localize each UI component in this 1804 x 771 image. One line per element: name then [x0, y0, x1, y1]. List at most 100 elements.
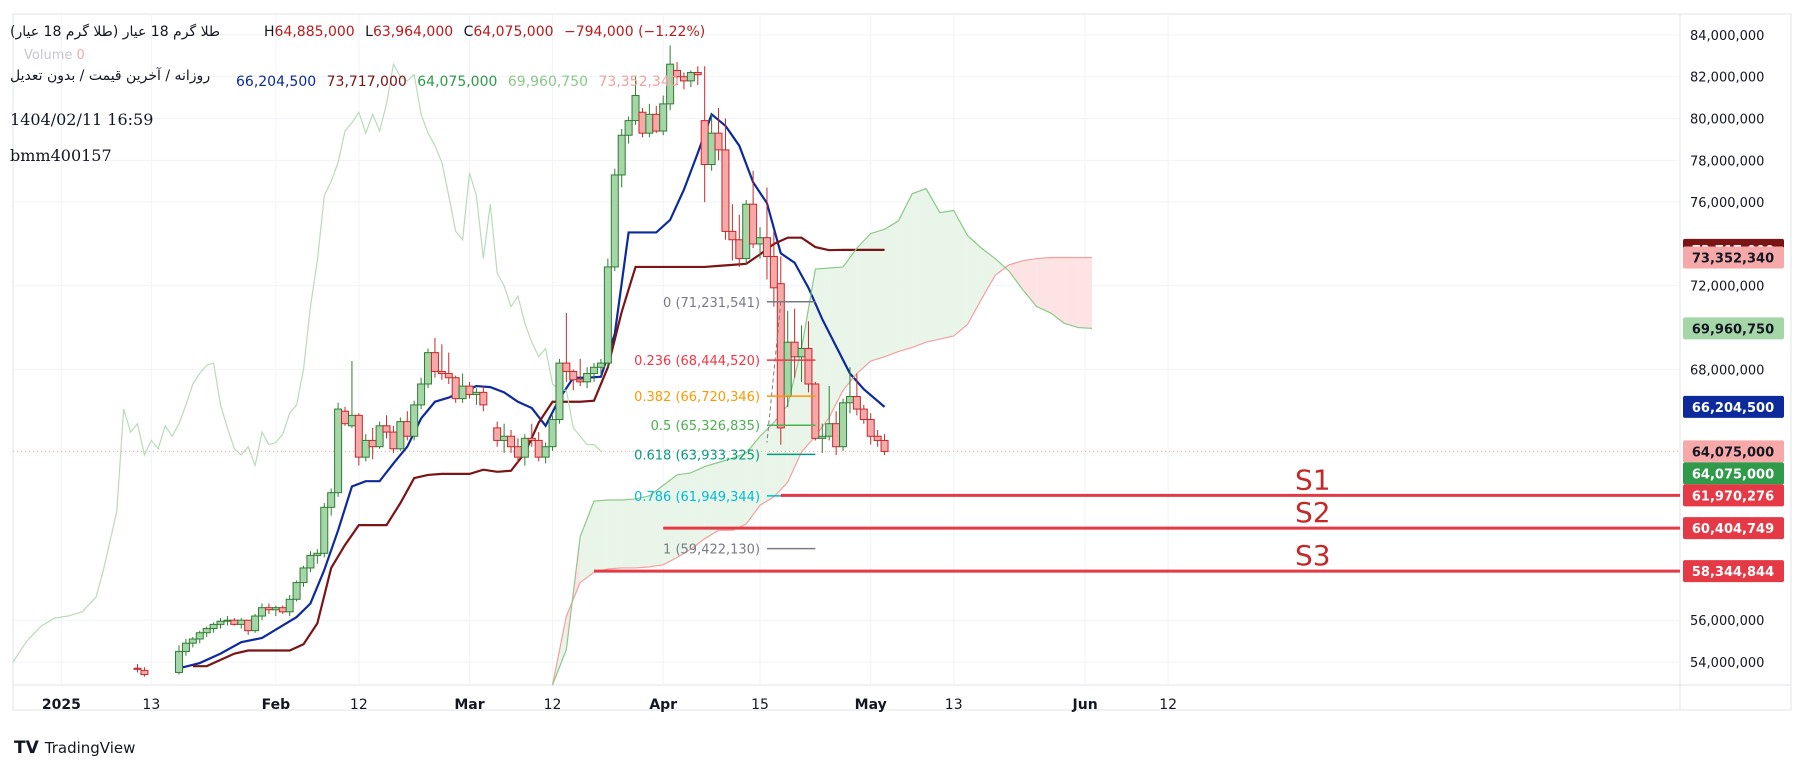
candle-body [368, 439, 377, 448]
ichimoku-cloud-segment [1036, 257, 1051, 313]
candle-body [278, 607, 287, 613]
candle-body [230, 619, 239, 625]
candle [562, 312, 571, 382]
price-axis-label-bg [1683, 395, 1784, 418]
ichimoku-cloud-segment [1022, 258, 1037, 307]
fib-level-label: 1 (59,422,130) [663, 543, 760, 558]
candle-body [832, 423, 841, 448]
candle-body [721, 149, 730, 232]
candle-body [811, 383, 820, 439]
candle [714, 108, 723, 161]
candle [776, 256, 785, 445]
candle [251, 613, 260, 633]
candle-body [458, 385, 467, 400]
tradingview-logo-text[interactable]: TradingView [44, 739, 136, 757]
ichimoku-cloud-segment [718, 458, 733, 531]
candle [507, 429, 516, 453]
close-value: 64,075,000 [473, 24, 554, 40]
price-axis-label: 64,075,000 [1683, 440, 1784, 463]
candle [327, 488, 336, 516]
candle [673, 62, 682, 86]
fib-level-label: 0 (71,231,541) [663, 296, 760, 311]
candle-body [500, 435, 509, 441]
candle-body [133, 667, 142, 670]
candle-body [555, 362, 564, 421]
volume-label: Volume [24, 48, 73, 63]
tradingview-logo-icon[interactable]: TV [14, 738, 39, 758]
support-name-s2: S2 [1295, 496, 1331, 529]
candle-body [223, 619, 232, 622]
symbol-title[interactable]: طلا گرم 18 عیار (طلا گرم 18 عیار) [10, 24, 221, 40]
ichimoku-cloud-segment [967, 235, 982, 325]
candle [569, 369, 578, 391]
candle-body [216, 620, 225, 625]
y-tick-label: 84,000,000 [1690, 29, 1764, 44]
candle-body [327, 492, 336, 508]
candle-body [825, 423, 834, 437]
x-tick-label: Jun [1072, 697, 1098, 713]
candle-body [859, 408, 868, 421]
x-tick-label: 15 [751, 697, 769, 713]
candle-body [845, 396, 854, 404]
candle [354, 413, 363, 466]
candle-body [562, 362, 571, 372]
datetime-stamp: 1404/02/11 16:59 [10, 110, 154, 129]
price-axis-label-bg [1683, 246, 1784, 269]
price-axis-label-bg [1683, 484, 1784, 507]
candle-body [361, 439, 370, 458]
low-value: 63,964,000 [372, 24, 454, 40]
high-value: 64,885,000 [274, 24, 355, 40]
ichimoku-cloud-segment [649, 485, 664, 567]
price-axis-label-bg [1683, 440, 1784, 463]
candle [417, 377, 426, 410]
candle-body [258, 607, 267, 617]
fib-trend-line [766, 301, 782, 443]
y-tick-label: 78,000,000 [1690, 154, 1764, 169]
candle [839, 398, 848, 451]
candle [749, 170, 758, 249]
indicator-values: 66,204,500 73,717,000 64,075,000 69,960,… [236, 74, 679, 90]
ichimoku-cloud-segment [621, 498, 636, 568]
price-axis-label-bg [1683, 517, 1784, 540]
candle-body [479, 391, 488, 406]
indicator-value-span-a: 73,352,340 [598, 74, 679, 90]
candle-body [679, 76, 688, 82]
candle-body [839, 402, 848, 448]
ichimoku-cloud-segment [981, 248, 996, 300]
candle-body [797, 347, 806, 358]
price-axis-label-text: 66,204,500 [1692, 401, 1774, 416]
candle [686, 70, 695, 88]
price-axis-label-text: 61,970,276 [1692, 489, 1774, 504]
close-key: C [463, 24, 474, 40]
ichimoku-cloud-segment [856, 233, 871, 374]
price-axis-label-text: 69,960,750 [1692, 322, 1774, 337]
candle-body [638, 111, 647, 134]
candle [202, 626, 211, 637]
candle [299, 565, 308, 587]
candle-body [666, 63, 675, 105]
indicator-value-tenkan: 66,204,500 [236, 74, 317, 90]
candle [181, 639, 190, 656]
candle-body [472, 391, 481, 395]
candle-body [403, 421, 412, 437]
candle [216, 618, 225, 629]
ichimoku-cloud-segment [663, 474, 678, 565]
candle-body [756, 237, 765, 245]
ichimoku-cloud-segment [995, 258, 1010, 276]
candle [175, 645, 184, 675]
ichimoku-cloud-segment [1009, 260, 1023, 290]
fib-level-label: 0.382 (66,720,346) [634, 390, 760, 405]
price-axis-label: 66,204,500 [1683, 395, 1784, 418]
candle-body [742, 203, 751, 260]
candle [548, 415, 557, 451]
candle [769, 231, 778, 307]
ichimoku-cloud-segment [607, 500, 622, 569]
candle-body [244, 619, 253, 632]
candle [382, 415, 391, 439]
ichimoku-cloud-segment [939, 210, 954, 340]
candle-body [548, 419, 557, 448]
series-line-chikou-span [12, 62, 602, 663]
candle-body [783, 341, 792, 398]
candle [638, 108, 647, 138]
